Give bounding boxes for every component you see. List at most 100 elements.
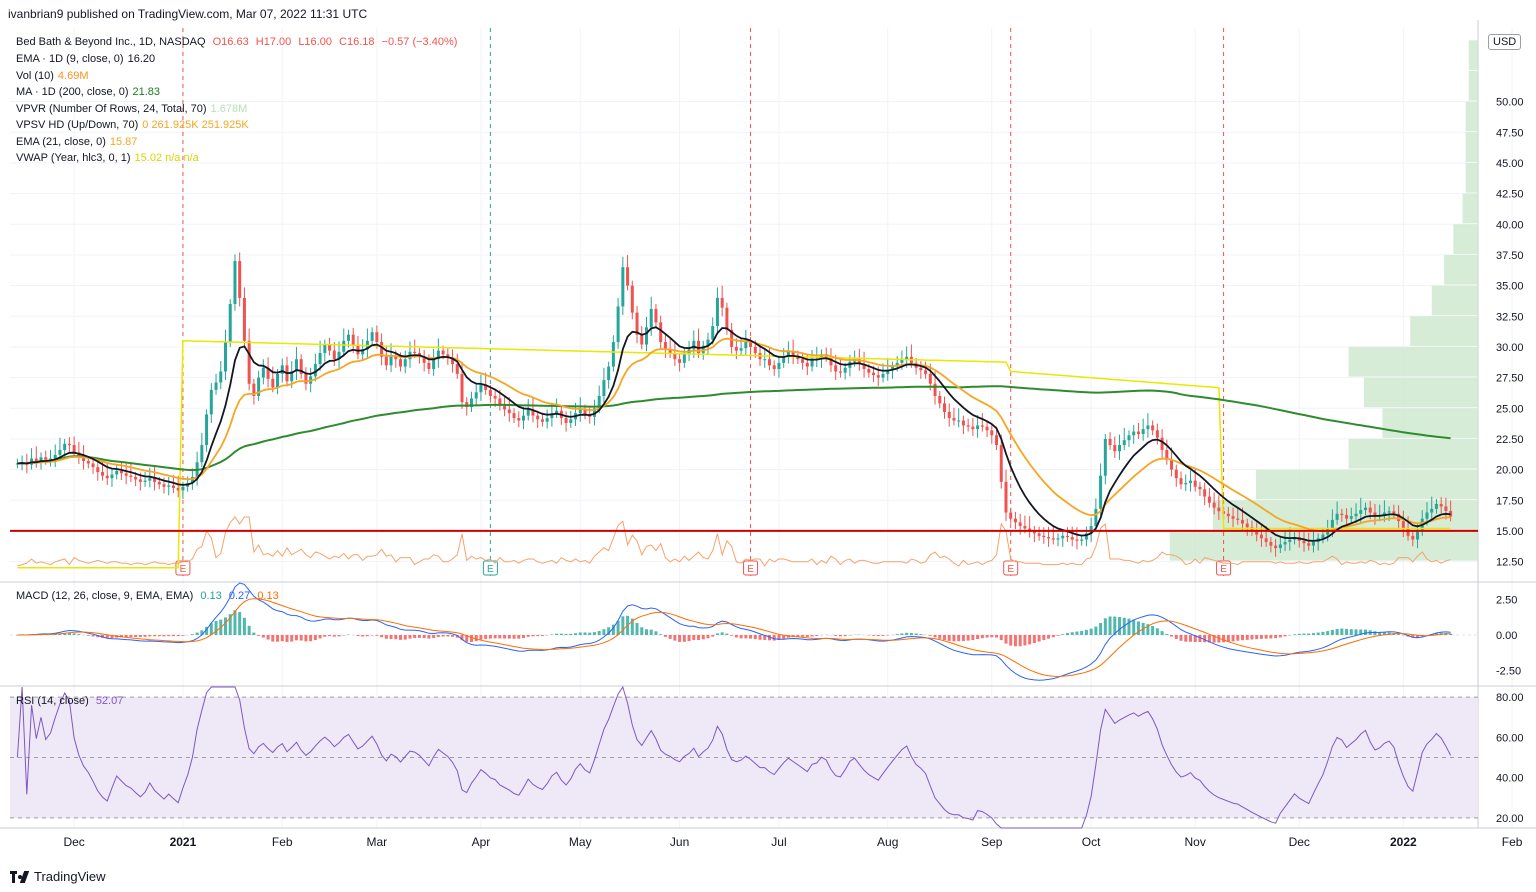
- price-tick-label: 42.50: [1496, 189, 1524, 201]
- candle-body: [862, 364, 866, 370]
- candle-body: [252, 383, 256, 396]
- macd-histogram-bar: [323, 635, 327, 637]
- macd-histogram-bar: [1070, 632, 1074, 635]
- macd-histogram-bar: [261, 635, 265, 638]
- macd-histogram-bar: [294, 635, 298, 641]
- time-tick-label: Dec: [63, 835, 84, 849]
- candle: [1439, 497, 1443, 514]
- macd-histogram-bar: [408, 635, 412, 639]
- candle-body: [1259, 534, 1263, 539]
- time-tick-label: Mar: [367, 835, 388, 849]
- candle: [58, 437, 62, 460]
- candle-body: [337, 351, 341, 360]
- legend-indicator-4[interactable]: VPSV HD (Up/Down, 70) 0 261.925K 251.925K: [16, 119, 253, 131]
- candle: [446, 347, 450, 365]
- candle: [961, 415, 965, 435]
- candle-body: [469, 398, 473, 408]
- candle-body: [323, 344, 327, 354]
- earnings-badge: [1003, 560, 1019, 576]
- macd-histogram-bar: [1236, 635, 1240, 641]
- macd-histogram-bar: [801, 635, 805, 637]
- macd-histogram-bar: [205, 626, 209, 635]
- macd-histogram-bar: [957, 635, 961, 642]
- candle: [957, 408, 961, 428]
- macd-histogram-bar: [1439, 632, 1443, 635]
- candle-body: [474, 392, 478, 399]
- candle: [1302, 532, 1306, 552]
- candle-body: [999, 445, 1003, 482]
- candle-body: [725, 307, 729, 330]
- candle-body: [399, 359, 403, 367]
- candle-body: [957, 420, 961, 422]
- candle-body: [427, 362, 431, 370]
- macd-histogram-bar: [1382, 632, 1386, 635]
- rsi-label[interactable]: RSI (14, close): [16, 695, 89, 707]
- legend-indicator-2[interactable]: MA · 1D (200, close, 0) 21.83: [16, 86, 164, 98]
- candle: [1056, 533, 1060, 547]
- candle-body: [517, 418, 521, 421]
- candle: [990, 423, 994, 444]
- legend-indicator-3[interactable]: VPVR (Number Of Rows, 24, Total, 70) 1.67…: [16, 103, 251, 115]
- macd-histogram-bar: [838, 635, 842, 637]
- legend-indicator-6[interactable]: VWAP (Year, hlc3, 0, 1) 15.02 n/a n/a: [16, 152, 203, 164]
- macd-histogram-bar: [1170, 635, 1174, 637]
- candle-body: [578, 409, 582, 414]
- candle-body: [115, 470, 119, 475]
- macd-histogram-bar: [484, 635, 488, 639]
- candle-body: [15, 463, 19, 465]
- symbol-title[interactable]: Bed Bath & Beyond Inc., 1D, NASDAQ: [16, 36, 206, 48]
- vpvr-row: [1382, 408, 1478, 438]
- indicator-label: Vol (10): [16, 69, 54, 82]
- macd-histogram-bar: [1065, 633, 1069, 635]
- candle: [999, 434, 1003, 489]
- macd-histogram-bar: [1047, 635, 1051, 639]
- candle-body: [867, 369, 871, 373]
- macd-histogram-bar: [1099, 622, 1103, 635]
- candle: [1047, 526, 1051, 547]
- legend-title-row: Bed Bath & Beyond Inc., 1D, NASDAQ O16.6…: [16, 36, 461, 48]
- macd-label[interactable]: MACD (12, 26, close, 9, EMA, EMA): [16, 590, 194, 602]
- candle-body: [933, 383, 937, 396]
- macd-histogram-bar: [611, 624, 615, 635]
- candle-body: [72, 445, 76, 453]
- macd-histogram-bar: [1416, 635, 1420, 638]
- candle: [1411, 530, 1415, 547]
- candle: [1335, 501, 1339, 525]
- candle-body: [171, 485, 175, 488]
- currency-button[interactable]: USD: [1488, 34, 1522, 50]
- candle-body: [119, 470, 123, 474]
- legend-indicator-0[interactable]: EMA · 1D (9, close, 0) 16.20: [16, 53, 159, 65]
- candle: [772, 360, 776, 376]
- candle-body: [1155, 430, 1159, 438]
- candle-body: [332, 350, 336, 360]
- candle-body: [413, 351, 417, 354]
- candle: [318, 340, 322, 371]
- candle: [611, 335, 615, 372]
- macd-histogram-bar: [682, 635, 686, 642]
- legend-indicator-1[interactable]: Vol (10) 4.69M: [16, 70, 93, 82]
- candle-body: [380, 342, 384, 357]
- time-tick-label: Jun: [670, 835, 689, 849]
- macd-histogram-bar: [332, 635, 336, 637]
- candle-body: [304, 373, 308, 384]
- macd-histogram-bar: [252, 632, 256, 635]
- macd-histogram-bar: [1037, 635, 1041, 642]
- candle-body: [389, 355, 393, 366]
- candle-body: [1321, 534, 1325, 539]
- candle: [1444, 497, 1448, 520]
- vpvr-row: [1468, 40, 1478, 70]
- candle-body: [219, 371, 223, 383]
- candle-body: [1406, 528, 1410, 536]
- candle: [1188, 470, 1192, 492]
- macd-histogram-bar: [583, 632, 587, 635]
- macd-histogram-bar: [654, 631, 658, 635]
- macd-histogram-bar: [285, 635, 289, 642]
- rsi-legend: RSI (14, close) 52.07: [16, 695, 127, 707]
- candle: [1084, 526, 1088, 547]
- candle: [1245, 518, 1249, 536]
- macd-histogram-bar: [493, 635, 497, 639]
- candle-body: [611, 342, 615, 367]
- macd-histogram-bar: [1231, 635, 1235, 642]
- legend-indicator-5[interactable]: EMA (21, close, 0) 15.87: [16, 136, 141, 148]
